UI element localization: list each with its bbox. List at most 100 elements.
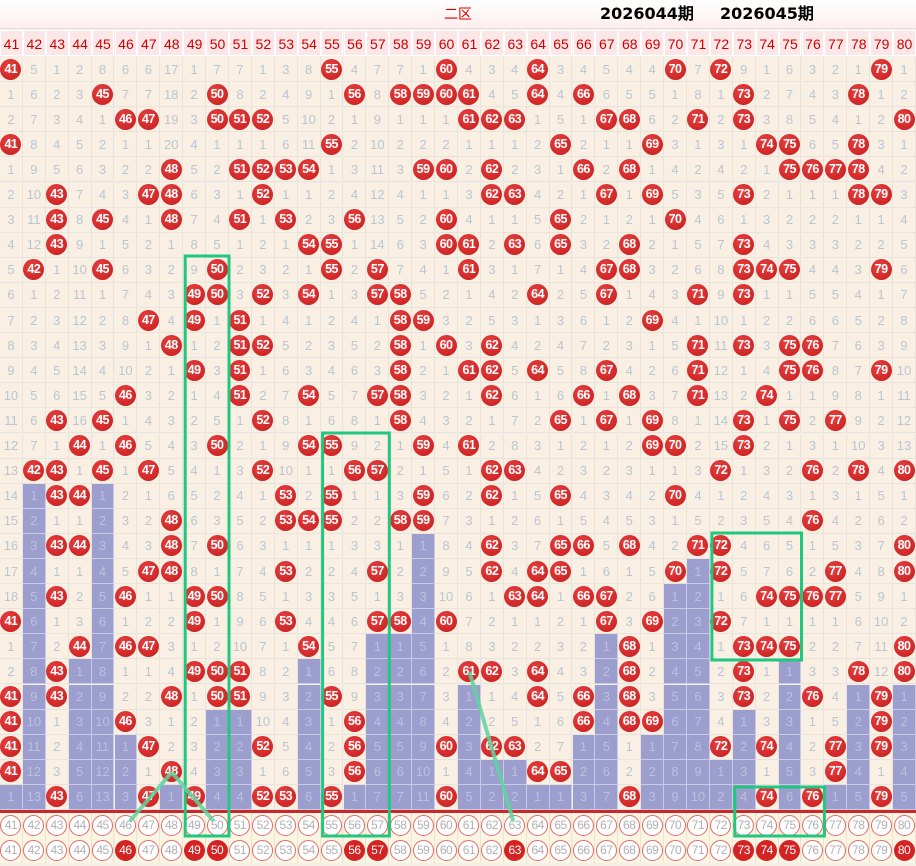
omission-count: 2 (877, 237, 885, 253)
miss-cell: 1 (114, 132, 138, 158)
candidate-ball[interactable]: 68 (618, 840, 640, 861)
candidate-ball[interactable]: 72 (710, 815, 732, 836)
drawn-ball[interactable]: 74 (756, 840, 778, 861)
miss-cell: 2 (206, 333, 229, 359)
candidate-ball[interactable]: 66 (572, 840, 594, 861)
candidate-ball[interactable]: 59 (412, 815, 434, 836)
candidate-ball[interactable]: 67 (595, 840, 617, 861)
candidate-ball[interactable]: 76 (801, 840, 823, 861)
miss-cell: 2 (137, 358, 161, 384)
omission-count: 7 (396, 789, 404, 805)
candidate-ball[interactable]: 72 (710, 840, 732, 861)
candidate-ball[interactable]: 59 (412, 840, 434, 861)
candidate-ball[interactable]: 65 (550, 840, 572, 861)
candidate-ball[interactable]: 52 (252, 815, 274, 836)
candidate-ball[interactable]: 41 (0, 815, 22, 836)
candidate-ball[interactable]: 75 (779, 815, 801, 836)
drawn-ball[interactable]: 63 (504, 840, 526, 861)
candidate-ball[interactable]: 57 (366, 815, 388, 836)
candidate-ball[interactable]: 64 (527, 840, 549, 861)
drawn-ball[interactable]: 46 (114, 840, 136, 861)
candidate-ball[interactable]: 66 (572, 815, 594, 836)
candidate-ball[interactable]: 74 (756, 815, 778, 836)
candidate-ball[interactable]: 62 (481, 815, 503, 836)
candidate-ball[interactable]: 68 (618, 815, 640, 836)
candidate-ball[interactable]: 77 (824, 815, 846, 836)
candidate-ball[interactable]: 71 (687, 815, 709, 836)
miss-cell: 7 (847, 358, 871, 384)
miss-cell: 6 (68, 157, 92, 183)
candidate-ball[interactable]: 76 (801, 815, 823, 836)
candidate-ball[interactable]: 50 (206, 815, 228, 836)
candidate-ball[interactable]: 64 (527, 815, 549, 836)
omission-count: 4 (327, 362, 336, 378)
candidate-ball[interactable]: 77 (824, 840, 846, 861)
drawn-ball[interactable]: 73 (733, 840, 755, 861)
drawn-ball[interactable]: 75 (779, 840, 801, 861)
number-ball: 65 (550, 485, 572, 507)
miss-cell: 5 (274, 734, 298, 760)
candidate-ball[interactable]: 53 (275, 815, 297, 836)
candidate-ball[interactable]: 55 (321, 815, 343, 836)
number-ball: 44 (69, 635, 91, 657)
candidate-ball[interactable]: 61 (458, 840, 480, 861)
candidate-ball[interactable]: 51 (229, 840, 251, 861)
candidate-ball[interactable]: 60 (435, 815, 457, 836)
candidate-ball[interactable]: 47 (137, 840, 159, 861)
candidate-ball[interactable]: 48 (160, 815, 182, 836)
candidate-ball[interactable]: 54 (298, 840, 320, 861)
candidate-ball[interactable]: 41 (0, 840, 22, 861)
candidate-ball[interactable]: 48 (160, 840, 182, 861)
miss-cell: 3 (893, 734, 916, 760)
candidate-ball[interactable]: 49 (183, 815, 205, 836)
candidate-ball[interactable]: 47 (137, 815, 159, 836)
candidate-ball[interactable]: 46 (114, 815, 136, 836)
candidate-ball[interactable]: 73 (733, 815, 755, 836)
candidate-ball[interactable]: 56 (343, 815, 365, 836)
candidate-ball[interactable]: 51 (229, 815, 251, 836)
drawn-ball[interactable]: 49 (183, 840, 205, 861)
candidate-ball[interactable]: 70 (664, 815, 686, 836)
omission-count: 3 (511, 312, 519, 328)
drawn-ball[interactable]: 50 (206, 840, 228, 861)
candidate-ball[interactable]: 44 (69, 840, 91, 861)
candidate-ball[interactable]: 60 (435, 840, 457, 861)
drawn-ball[interactable]: 56 (343, 840, 365, 861)
candidate-ball[interactable]: 69 (641, 815, 663, 836)
hit-cell: 62 (480, 483, 504, 509)
candidate-ball[interactable]: 63 (504, 815, 526, 836)
candidate-ball[interactable]: 70 (664, 840, 686, 861)
candidate-ball[interactable]: 69 (641, 840, 663, 861)
candidate-ball[interactable]: 71 (687, 840, 709, 861)
candidate-ball[interactable]: 43 (46, 840, 68, 861)
candidate-ball[interactable]: 80 (893, 815, 915, 836)
miss-cell: 1 (229, 132, 252, 158)
candidate-ball[interactable]: 55 (321, 840, 343, 861)
candidate-ball[interactable]: 45 (92, 840, 114, 861)
candidate-ball[interactable]: 58 (389, 840, 411, 861)
miss-cell: 1 (114, 659, 138, 685)
candidate-ball[interactable]: 45 (92, 815, 114, 836)
drawn-ball[interactable]: 80 (893, 840, 915, 861)
candidate-ball[interactable]: 52 (252, 840, 274, 861)
candidate-ball[interactable]: 61 (458, 815, 480, 836)
miss-cell: 1 (458, 282, 481, 308)
candidate-ball[interactable]: 78 (847, 840, 869, 861)
number-ball: 75 (779, 409, 801, 431)
candidate-ball[interactable]: 65 (550, 815, 572, 836)
omission-count: 6 (282, 764, 290, 780)
candidate-ball[interactable]: 42 (23, 815, 45, 836)
candidate-ball[interactable]: 78 (847, 815, 869, 836)
candidate-ball[interactable]: 67 (595, 815, 617, 836)
candidate-ball[interactable]: 58 (389, 815, 411, 836)
candidate-ball[interactable]: 79 (870, 815, 892, 836)
candidate-ball[interactable]: 62 (481, 840, 503, 861)
candidate-ball[interactable]: 42 (23, 840, 45, 861)
candidate-ball[interactable]: 79 (870, 840, 892, 861)
candidate-ball[interactable]: 43 (46, 815, 68, 836)
drawn-ball[interactable]: 57 (366, 840, 388, 861)
candidate-ball[interactable]: 54 (298, 815, 320, 836)
candidate-ball[interactable]: 44 (69, 815, 91, 836)
candidate-ball[interactable]: 53 (275, 840, 297, 861)
miss-cell: 1 (458, 383, 481, 409)
